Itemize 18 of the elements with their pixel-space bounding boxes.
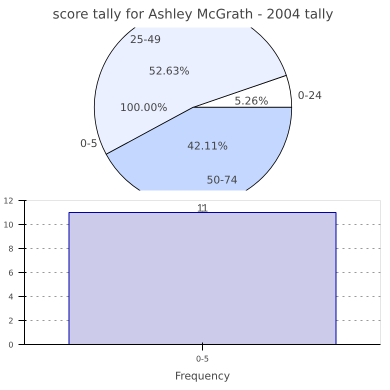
data-label: 5.26% xyxy=(234,94,268,108)
y-tick-label: 12 xyxy=(3,196,14,206)
data-label: 42.11% xyxy=(187,140,228,153)
y-tick-label: 10 xyxy=(3,220,14,230)
y-tick-label: 2 xyxy=(8,316,14,326)
y-tick-label: 6 xyxy=(8,268,14,278)
y-tick-label: 0 xyxy=(8,340,14,350)
data-label: 52.63% xyxy=(148,64,190,78)
y-tick-label: 4 xyxy=(8,292,14,302)
slice-label: 50-74 xyxy=(206,174,238,187)
text: 100.00% xyxy=(120,100,168,114)
data-label: 11 xyxy=(196,202,208,214)
slice-label: 25-49 xyxy=(130,33,162,46)
slice-label: 0-24 xyxy=(298,89,322,102)
y-tick-label: 8 xyxy=(8,244,14,254)
category-label: 0-5 xyxy=(80,136,98,150)
x-axis-title: Frequency xyxy=(174,370,230,382)
chart-title: score tally for Ashley McGrath - 2004 tally xyxy=(52,8,334,22)
